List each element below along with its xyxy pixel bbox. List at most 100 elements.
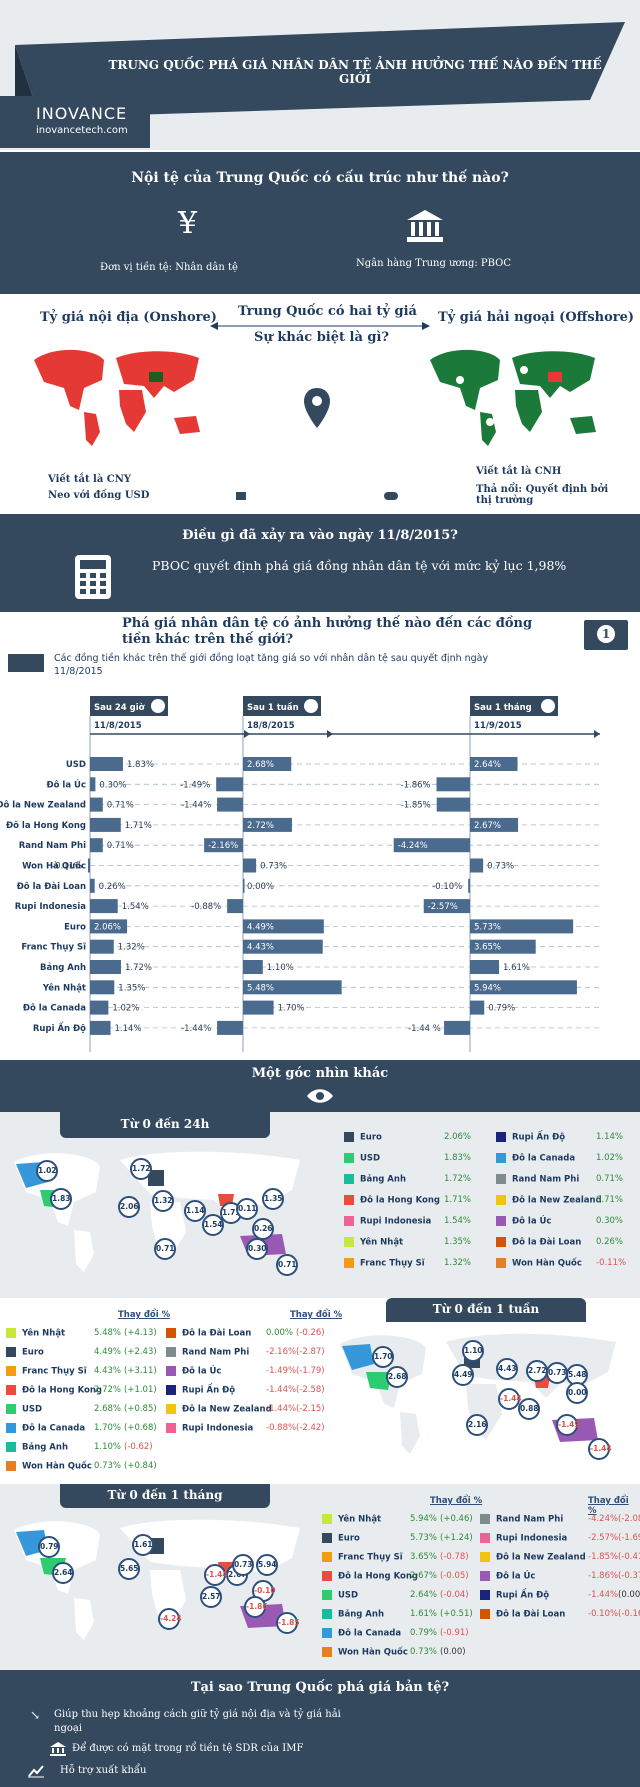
map-pin: 1.35 [262, 1188, 284, 1210]
legend-value: 0.30% [596, 1216, 624, 1226]
structure-section: Nội tệ của Trung Quốc có cấu trúc như th… [0, 152, 640, 294]
legend-value: -1.44% [266, 1404, 297, 1414]
offshore-note2: Thả nổi: Quyết định bởi thị trường [476, 484, 609, 506]
bar-value-label: -2.16% [208, 841, 238, 851]
bar-value-label: 0.00% [247, 882, 274, 892]
legend-value: 1.54% [444, 1216, 472, 1226]
bar [217, 1020, 243, 1035]
legend-item: Rupi Indonesia -0.88% (-2.42) [166, 1423, 325, 1434]
legend-item: Won Hàn Quốc -0.11% [496, 1258, 626, 1269]
legend-change: (-0.41) [618, 1552, 640, 1562]
legend-item: Đô la Đài Loan 0.00% (-0.26) [166, 1328, 325, 1339]
legend-name: Rand Nam Phi [496, 1514, 564, 1525]
map-pin: 0.26 [252, 1218, 274, 1240]
bar-value-label: 0.26% [99, 882, 126, 892]
legend-name: Đô la New Zealand [182, 1404, 272, 1415]
legend-value: 1.14% [596, 1132, 624, 1142]
bar-value-label: 4.49% [247, 922, 274, 932]
legend-change: (-0.04) [440, 1590, 469, 1600]
legend-item: Đô la Hong Kong 1.71% [344, 1195, 471, 1206]
legend-name: Đô la Úc [496, 1571, 536, 1582]
legend-item: USD 1.83% [344, 1153, 471, 1164]
bar [88, 858, 90, 873]
bar-value-label: -1.44% [181, 1024, 211, 1034]
impact-chart: Sau 24 giờ 11/8/2015 Sau 1 tuần 18/8/2015 Sa… [0, 696, 600, 1052]
legend-change: (+1.24) [440, 1533, 473, 1543]
legend-name: Won Hàn Quốc [338, 1647, 408, 1658]
legend-swatch [6, 1461, 16, 1471]
panel3-title: Từ 0 đến 1 tháng [107, 1488, 223, 1502]
bar-value-label: 5.73% [474, 922, 501, 932]
map-pin: 1.70 [372, 1346, 394, 1368]
legend-name: Euro [360, 1132, 382, 1143]
legend-item: Rand Nam Phi 0.71% [496, 1174, 623, 1185]
bar-value-label: 1.14% [115, 1024, 142, 1034]
legend-value: -1.44% [588, 1590, 619, 1600]
legend-name: Đô la Đài Loan [496, 1609, 566, 1620]
legend-value: 0.71% [596, 1174, 624, 1184]
legend-name: USD [22, 1404, 43, 1415]
bar [90, 960, 121, 974]
bar [227, 899, 243, 914]
period-date: 18/8/2015 [247, 721, 295, 731]
map-pin: 5.94 [256, 1554, 278, 1576]
legend-item: Franc Thụy Sĩ 3.65% (-0.78) [322, 1552, 469, 1563]
legend-swatch [480, 1514, 490, 1524]
legend-item: Đô la Canada 1.70% (+0.68) [6, 1423, 157, 1434]
legend-change: (+0.51) [440, 1609, 473, 1619]
legend-swatch [322, 1647, 332, 1657]
category-label: USD [66, 760, 86, 770]
bar-value-label: -0.88% [191, 902, 221, 912]
bank-small-icon [50, 1742, 66, 1756]
event-question: Điều gì đã xảy ra vào ngày 11/8/2015? [182, 528, 458, 543]
map-pin: 1.14 [184, 1200, 206, 1222]
map-pin: -1.44 [498, 1388, 522, 1410]
bar-value-label: 2.68% [247, 760, 274, 770]
legend-value: 2.72% [94, 1385, 122, 1395]
legend-swatch [344, 1258, 354, 1268]
bar [90, 878, 95, 893]
legend-swatch [344, 1153, 354, 1163]
legend-item: Euro 4.49% (+2.43) [6, 1347, 157, 1358]
legend-swatch [322, 1590, 332, 1600]
bar-value-label: -1.86% [401, 780, 431, 790]
legend-item: Rand Nam Phi -2.16% (-2.87) [166, 1347, 325, 1358]
legend-swatch [6, 1347, 16, 1357]
map-pin: -4.24 [158, 1608, 182, 1630]
category-label: Rand Nam Phi [19, 841, 86, 851]
globe-icon [304, 699, 318, 713]
legend-value: 2.68% [94, 1404, 122, 1414]
legend-change: (+4.13) [124, 1328, 157, 1338]
yen-icon: ¥ [178, 206, 198, 241]
legend-item: Rupi Indonesia 1.54% [344, 1216, 471, 1227]
legend-value: 0.71% [596, 1195, 624, 1205]
legend-swatch [166, 1347, 176, 1357]
legend-item: Won Hàn Quốc 0.73% (+0.84) [6, 1461, 157, 1472]
bar-value-label: 0.79% [488, 1004, 515, 1014]
legend-change: (0.00) [440, 1647, 466, 1657]
legend-name: Franc Thụy Sĩ [338, 1552, 403, 1563]
legend-name: Euro [338, 1533, 360, 1544]
bar [243, 960, 263, 974]
bar [90, 757, 123, 771]
map-pin: 1.54 [202, 1214, 224, 1236]
legend-value: 1.83% [444, 1153, 472, 1163]
legend-name: Đô la Hong Kong [360, 1195, 440, 1206]
legend-value: 0.79% [410, 1628, 438, 1638]
bar-value-label: 5.94% [474, 983, 501, 993]
map-pin: -1.85 [276, 1612, 300, 1634]
category-label: Đô la Canada [23, 1003, 86, 1014]
legend-name: Franc Thụy Sĩ [360, 1258, 425, 1269]
legend-item: Đô la New Zealand-1.85%(-0.41) [480, 1552, 640, 1563]
bar [243, 878, 245, 893]
bar [470, 960, 499, 974]
legend-change: (-0.62) [124, 1442, 153, 1452]
legend-swatch [6, 1328, 16, 1338]
bar-value-label: 1.35% [118, 983, 145, 993]
legend-value: -0.11% [596, 1258, 627, 1268]
legend-value: 5.94% [410, 1514, 438, 1524]
bar-value-label: 0.73% [487, 862, 514, 872]
map-pin: 1.02 [36, 1160, 58, 1182]
legend-swatch [480, 1552, 490, 1562]
impact-title: Phá giá nhân dân tệ có ảnh hưởng thế nào… [122, 616, 533, 647]
